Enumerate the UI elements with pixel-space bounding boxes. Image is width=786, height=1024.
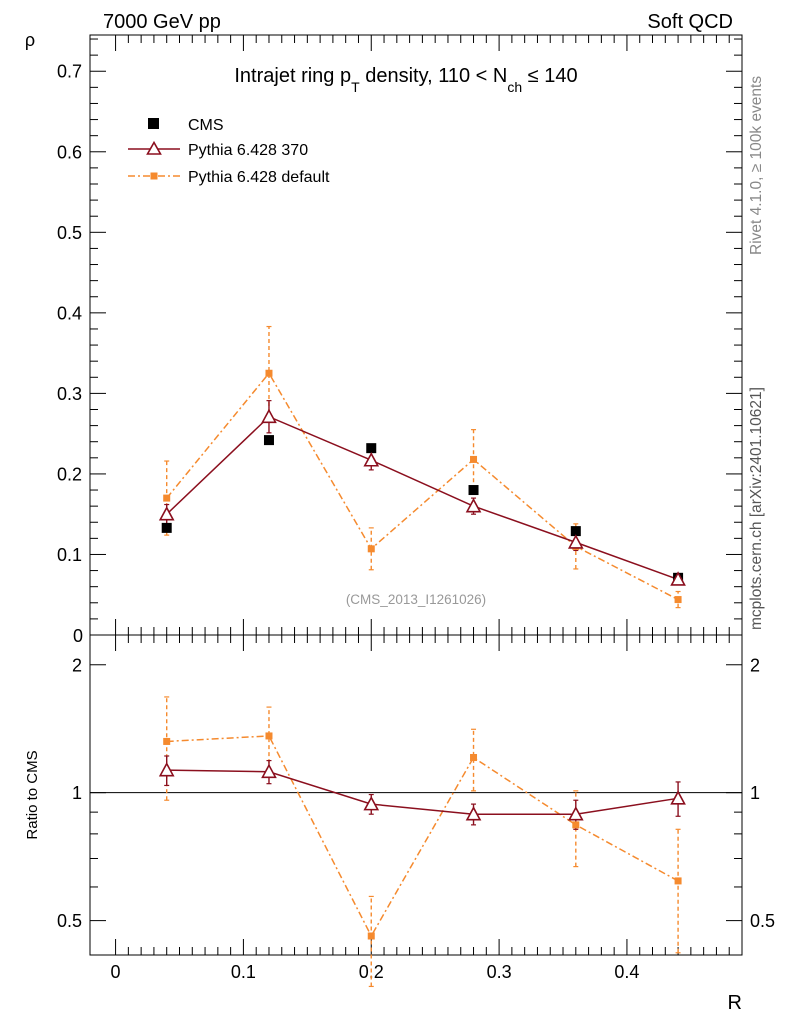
ratio-point-pythia-default (367, 932, 375, 940)
main-x-ticks (115, 35, 730, 635)
main-y-ticks: 0.1 0.2 0.3 0.4 0.5 0.6 0.7 (57, 38, 742, 620)
ratio-x-tick-label: 0.1 (231, 962, 256, 982)
ratio-point-pythia-370 (158, 761, 175, 777)
data-point-pythia-370 (670, 571, 686, 586)
data-point-cms (161, 522, 172, 533)
legend-marker-pythia-370 (146, 140, 162, 155)
data-point-pythia-default (674, 596, 682, 604)
ratio-point-pythia-default (163, 737, 171, 745)
data-point-pythia-370 (465, 497, 482, 513)
main-y-axis-label: ρ (25, 30, 35, 50)
ratio-y-axis-label: Ratio to CMS (24, 750, 41, 839)
data-point-cms (570, 526, 581, 537)
ratio-point-pythia-370 (465, 806, 482, 821)
ratio-x-axis-label: R (728, 992, 742, 1014)
series-line-pythia-default (166, 371, 679, 601)
ratio-point-pythia-default (265, 732, 273, 740)
main-y-tick-label: 0.3 (57, 384, 82, 404)
data-point-pythia-370 (567, 534, 584, 549)
main-watermark: (CMS_2013_I1261026) (346, 592, 486, 607)
data-point-pythia-default (163, 494, 171, 502)
ratio-point-pythia-370 (261, 763, 277, 779)
main-panel: Intrajet ring pT density, 110 < Nch ≤ 14… (25, 30, 743, 646)
mcplots-info: mcplots.cern.ch [arXiv:2401.10621] (748, 387, 765, 630)
ratio-line-pythia-370 (166, 769, 679, 815)
ratio-y-tick-label-right: 1 (750, 783, 760, 803)
ratio-x-tick-label: 0.4 (614, 962, 639, 982)
data-point-cms (468, 485, 479, 496)
legend-marker-pythia-default (150, 172, 158, 180)
main-y-tick-label: 0.4 (57, 303, 82, 323)
ratio-point-pythia-370 (567, 806, 584, 821)
main-y-zero-label: 0 (73, 626, 83, 646)
header-energy: 7000 GeV pp (103, 11, 221, 33)
legend-label-pythia-370: Pythia 6.428 370 (188, 142, 308, 159)
data-point-pythia-370 (158, 506, 175, 521)
ratio-x-tick-label: 0 (111, 962, 121, 982)
ratio-y-tick-label-right: 0.5 (750, 911, 775, 931)
main-y-tick-label: 0.5 (57, 223, 82, 243)
data-point-cms (263, 435, 274, 446)
data-point-pythia-default (367, 545, 375, 553)
legend-item-pythia-370: Pythia 6.428 370 (128, 140, 308, 159)
ratio-series (158, 696, 686, 988)
ratio-panel: Ratio to CMS R 0.5 0.51 12 2 0 0.1 0.2 0.3 0.4 (24, 634, 775, 1014)
main-title: Intrajet ring pT density, 110 < Nch ≤ 14… (234, 65, 577, 95)
legend-item-cms: CMS (148, 117, 224, 134)
header-soft-qcd: Soft QCD (647, 11, 733, 33)
ratio-y-tick-label-left: 1 (72, 783, 82, 803)
rivet-info: Rivet 4.1.0, ≥ 100k events (748, 76, 765, 255)
ratio-y-tick-label-left: 2 (72, 655, 82, 675)
series-line-pythia-370 (166, 415, 679, 581)
main-series (158, 325, 686, 609)
legend-item-pythia-default: Pythia 6.428 default (128, 169, 330, 186)
main-y-tick-label: 0.2 (57, 464, 82, 484)
legend-label-cms: CMS (188, 117, 224, 134)
ratio-y-tick-label-right: 2 (750, 655, 760, 675)
ratio-x-tick-label: 0.3 (487, 962, 512, 982)
data-point-pythia-370 (261, 408, 277, 424)
ratio-point-pythia-default (470, 754, 478, 762)
ratio-y-ticks: 0.5 0.5 1 1 2 2 (57, 655, 775, 931)
data-point-pythia-default (470, 455, 478, 463)
ratio-point-pythia-default (674, 877, 682, 885)
main-y-tick-label: 0.7 (57, 62, 82, 82)
ratio-x-ticks: 0 0.1 0.2 0.3 0.4 (111, 635, 730, 982)
ratio-point-pythia-370 (670, 790, 686, 805)
legend: CMS Pythia 6.428 370 Pythia 6.428 defaul… (128, 117, 330, 186)
ratio-point-pythia-370 (363, 795, 380, 811)
ratio-point-pythia-default (572, 821, 580, 829)
ratio-frame (89, 634, 743, 956)
main-y-tick-label: 0.6 (57, 142, 82, 162)
data-point-pythia-default (265, 369, 273, 377)
main-y-tick-label: 0.1 (57, 545, 82, 565)
ratio-line-pythia-default (166, 735, 679, 938)
legend-label-pythia-default: Pythia 6.428 default (188, 169, 330, 186)
ratio-y-tick-label-left: 0.5 (57, 911, 82, 931)
data-point-pythia-370 (363, 452, 380, 467)
data-point-cms (366, 443, 377, 454)
legend-marker-cms (148, 118, 159, 129)
